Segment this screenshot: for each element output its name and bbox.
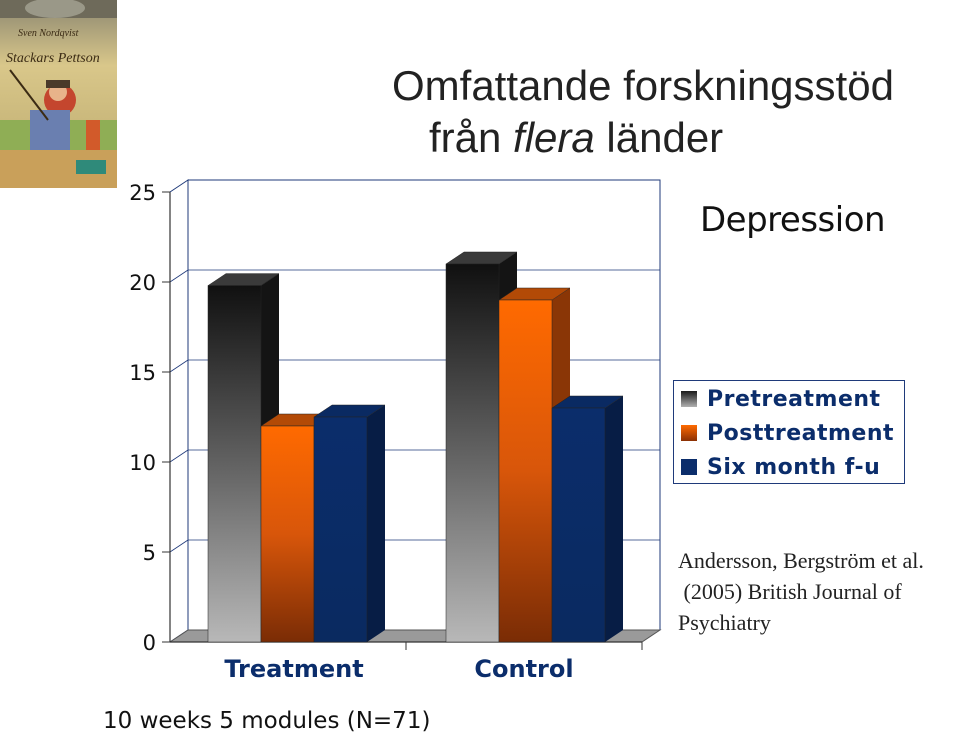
legend-item-pretreatment: Pretreatment bbox=[681, 385, 881, 413]
bar-treatment-six-month-f-u bbox=[313, 416, 368, 643]
y-tick-label: 5 bbox=[143, 541, 156, 565]
legend-label-posttreatment: Posttreatment bbox=[707, 420, 895, 446]
legend-label-six-month: Six month f-u bbox=[707, 454, 881, 480]
legend-swatch-posttreatment bbox=[681, 425, 697, 441]
chart-legend: Pretreatment Posttreatment Six month f-u bbox=[673, 380, 905, 484]
gridline-side bbox=[169, 539, 189, 553]
gridline-side bbox=[169, 359, 189, 373]
bar-control-posttreatment bbox=[498, 299, 553, 643]
bar-control-six-month-f-u bbox=[551, 407, 606, 643]
bar-treatment-posttreatment bbox=[260, 425, 315, 643]
citation: Andersson, Bergström et al. (2005) Briti… bbox=[678, 545, 924, 638]
y-tick-label: 25 bbox=[129, 181, 156, 205]
book-author: Sven Nordqvist bbox=[18, 28, 79, 39]
x-tick-label-treatment: Treatment bbox=[224, 655, 363, 683]
title-line-2-emphasis: flera bbox=[513, 114, 595, 161]
title-line-2-pre: från bbox=[429, 114, 514, 161]
title-line-2-post: länder bbox=[594, 114, 724, 161]
legend-swatch-six-month bbox=[681, 459, 697, 475]
citation-line-2: (2005) British Journal of bbox=[678, 579, 902, 604]
study-note: 10 weeks 5 modules (N=71) bbox=[103, 708, 431, 734]
bar-treatment-pretreatment bbox=[207, 285, 262, 643]
y-tick-label: 15 bbox=[129, 361, 156, 385]
bar-control-pretreatment bbox=[445, 263, 500, 643]
chart-title: Depression bbox=[700, 200, 886, 240]
gridline-side bbox=[169, 269, 189, 283]
book-cover-image: Sven Nordqvist Stackars Pettson bbox=[0, 0, 117, 188]
chart-side-wall bbox=[169, 179, 189, 643]
legend-item-posttreatment: Posttreatment bbox=[681, 419, 894, 447]
bar-side-treatment-six-month-f-u bbox=[367, 405, 385, 642]
title-line-1: Omfattande forskningsstöd bbox=[392, 62, 894, 109]
y-tick-label: 10 bbox=[129, 451, 156, 475]
legend-item-six-month: Six month f-u bbox=[681, 453, 880, 481]
citation-line-1: Andersson, Bergström et al. bbox=[678, 548, 924, 573]
citation-line-3: Psychiatry bbox=[678, 610, 771, 635]
y-tick-label: 0 bbox=[143, 631, 156, 655]
legend-swatch-pretreatment bbox=[681, 391, 697, 407]
x-tick-label-control: Control bbox=[474, 655, 573, 683]
slide-title: Omfattande forskningsstöd från flera län… bbox=[392, 60, 894, 164]
bar-side-control-six-month-f-u bbox=[605, 396, 623, 642]
title-line-2: från flera länder bbox=[392, 112, 894, 164]
gridline-side bbox=[169, 449, 189, 463]
legend-label-pretreatment: Pretreatment bbox=[707, 386, 881, 412]
book-title: Stackars Pettson bbox=[6, 51, 100, 66]
y-tick-label: 20 bbox=[129, 271, 156, 295]
